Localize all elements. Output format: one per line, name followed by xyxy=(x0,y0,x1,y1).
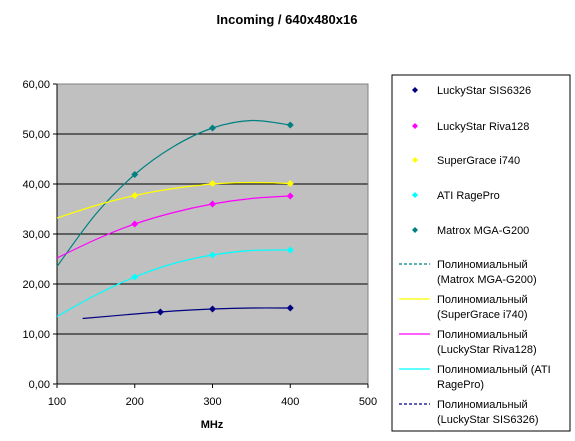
x-axis-label: MHz xyxy=(201,419,224,431)
data-point xyxy=(209,124,216,132)
y-tick-label: 20,00 xyxy=(22,279,50,291)
data-point xyxy=(209,180,216,187)
legend-box xyxy=(391,74,571,432)
legend-marker xyxy=(412,123,418,129)
legend-label: Matrox MGA-G200 xyxy=(437,225,529,237)
x-tick-label: 500 xyxy=(359,396,377,408)
legend-label: ATI RagePro xyxy=(437,190,500,202)
trendline xyxy=(56,195,291,259)
legend-marker xyxy=(412,227,418,233)
legend-label: Полиномиальный xyxy=(437,294,528,306)
trendline xyxy=(82,307,291,320)
plot-area: 0,00 10,00 20,00 30,00 40,00 50,00 60,00 100 200… xyxy=(22,79,377,408)
y-tick-label: 50,00 xyxy=(22,129,50,141)
y-tick-label: 60,00 xyxy=(22,79,50,91)
legend-label-cont: (SuperGrace i740) xyxy=(437,309,528,321)
legend: LuckyStar SIS6326 LuckyStar Riva128 SuperG… xyxy=(391,74,571,432)
data-point xyxy=(131,171,139,178)
legend-label: Полиномиальный xyxy=(437,399,528,411)
data-point xyxy=(286,192,294,200)
data-point xyxy=(131,220,139,228)
data-point xyxy=(131,192,139,199)
data-point xyxy=(131,273,139,281)
chart-title: Incoming / 640x480x16 xyxy=(217,12,358,27)
legend-label: Полиномиальный xyxy=(437,259,528,271)
data-point xyxy=(209,200,216,208)
x-tick-label: 100 xyxy=(48,396,66,408)
legend-label-cont: RagePro) xyxy=(437,379,484,391)
data-point xyxy=(286,121,294,129)
x-tick-label: 400 xyxy=(281,396,299,408)
legend-label: LuckyStar Riva128 xyxy=(437,121,529,133)
trendline xyxy=(56,181,291,219)
data-point xyxy=(209,251,216,259)
legend-marker xyxy=(412,157,418,163)
y-tick-label: 10,00 xyxy=(22,329,50,341)
data-point xyxy=(209,305,216,313)
trendline xyxy=(56,249,291,318)
legend-label-cont: (LuckyStar SIS6326) xyxy=(437,414,539,426)
legend-label: SuperGrace i740 xyxy=(437,155,520,167)
legend-label: LuckyStar SIS6326 xyxy=(437,85,531,97)
trendline xyxy=(56,119,291,267)
y-tick-label: 30,00 xyxy=(22,229,50,241)
y-tick-label: 40,00 xyxy=(22,179,50,191)
x-tick-label: 200 xyxy=(126,396,144,408)
data-point xyxy=(286,180,294,187)
legend-label: Полиномиальный xyxy=(437,329,528,341)
legend-marker xyxy=(412,87,418,93)
legend-label-cont: (Matrox MGA-G200) xyxy=(437,274,537,286)
legend-label: Полиномиальный (ATI xyxy=(437,364,551,376)
data-point xyxy=(286,304,294,312)
data-point xyxy=(156,308,164,316)
legend-marker xyxy=(412,192,418,198)
data-point xyxy=(286,246,294,254)
y-tick-label: 0,00 xyxy=(29,379,50,391)
x-tick-label: 300 xyxy=(203,396,221,408)
legend-label-cont: (LuckyStar Riva128) xyxy=(437,344,537,356)
